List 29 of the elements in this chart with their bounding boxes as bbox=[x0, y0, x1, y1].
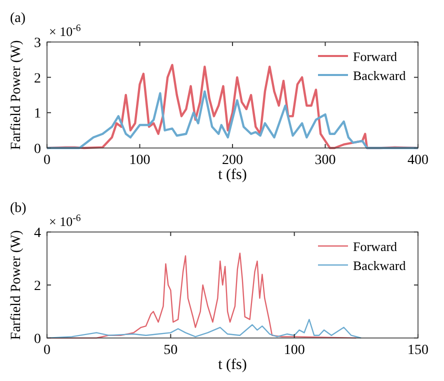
line-series bbox=[46, 90, 420, 150]
y-tick-label: 0 bbox=[34, 142, 41, 157]
x-tick-label: 100 bbox=[284, 343, 305, 358]
y-tick-label: 2 bbox=[34, 279, 41, 294]
y-tick-label: 3 bbox=[34, 36, 41, 51]
x-tick-label: 400 bbox=[408, 153, 428, 168]
x-tick-label: 300 bbox=[314, 153, 336, 168]
x-tick-label: 0 bbox=[44, 343, 50, 358]
x-tick-label: 50 bbox=[164, 343, 178, 358]
y-axis-title: Farfield Power (W) bbox=[9, 40, 24, 150]
y-tick-label: 4 bbox=[34, 226, 41, 241]
legend-label: Forward bbox=[353, 49, 398, 64]
y-axis-title: Farfield Power (W) bbox=[9, 230, 24, 340]
x-tick-label: 100 bbox=[129, 153, 150, 168]
text: × 10$^{-6}$ bbox=[49, 212, 81, 229]
x-tick-label: 150 bbox=[408, 343, 428, 358]
legend-label: Backward bbox=[353, 68, 406, 83]
y-tick-label: 0 bbox=[34, 332, 41, 347]
text: × 10$^{-6}$ bbox=[49, 22, 81, 39]
x-axis-title: t (fs) bbox=[218, 357, 247, 373]
chart-title: (a) bbox=[10, 11, 26, 26]
y-tick-label: 1 bbox=[34, 106, 41, 122]
legend-label: Forward bbox=[353, 239, 398, 254]
x-tick-label: 0 bbox=[44, 153, 50, 168]
x-axis-title: t (fs) bbox=[218, 167, 247, 183]
x-tick-label: 200 bbox=[222, 153, 243, 168]
y-tick-label: 2 bbox=[34, 71, 41, 86]
legend-label: Backward bbox=[353, 258, 406, 273]
chart-title: (b) bbox=[10, 201, 27, 216]
